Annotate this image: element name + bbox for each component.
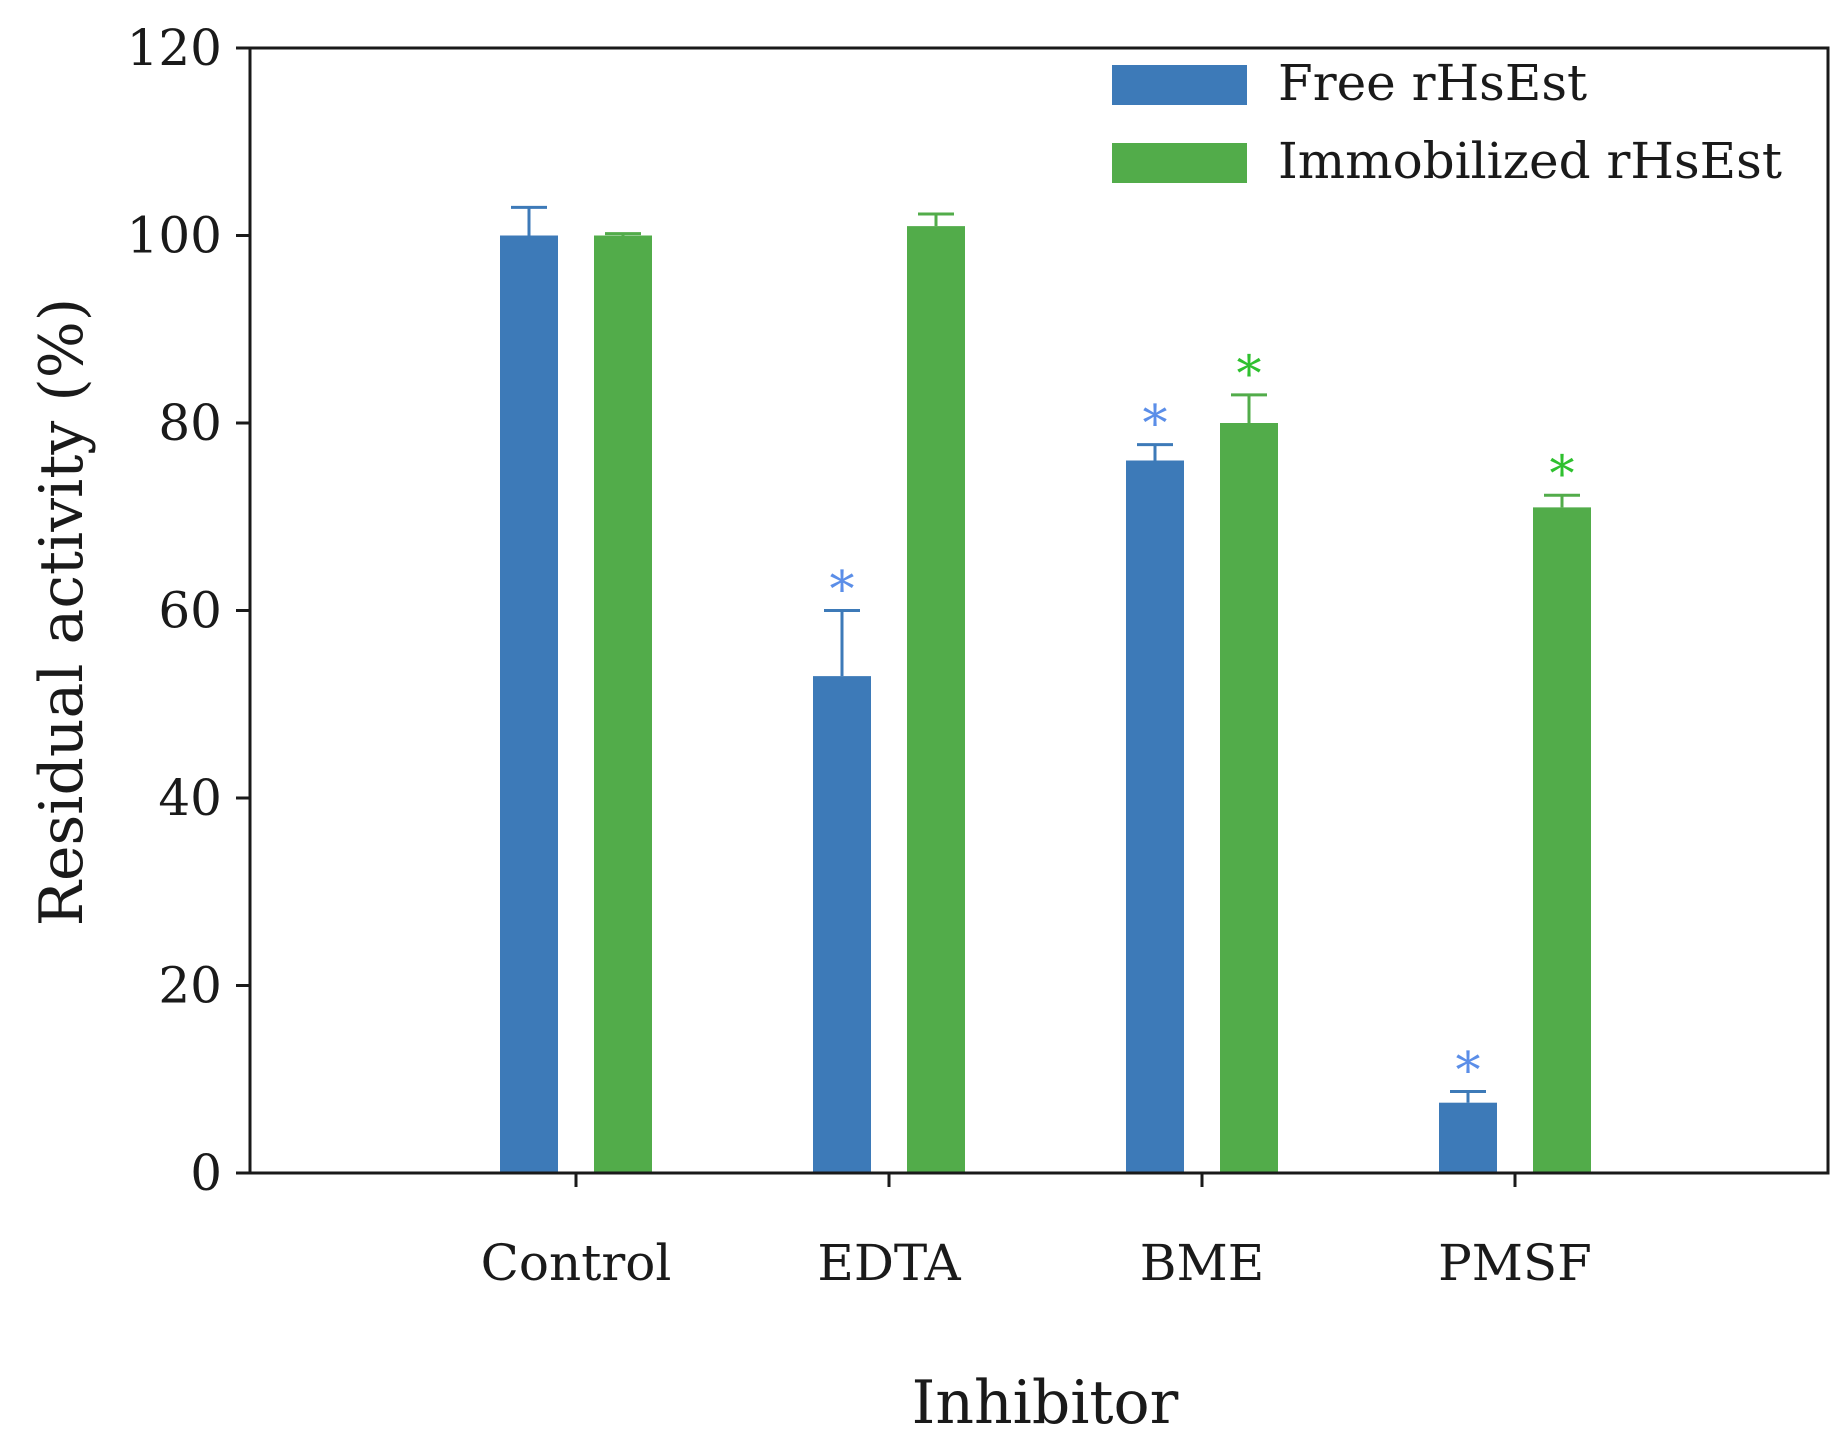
bar-immobilized-pmsf — [1533, 507, 1591, 1173]
bar-immobilized-edta — [907, 226, 965, 1173]
legend-label: Immobilized rHsEst — [1278, 132, 1782, 190]
bar-free-edta — [813, 676, 871, 1173]
legend-swatch — [1112, 143, 1247, 183]
legend-swatch — [1112, 65, 1247, 105]
bar-free-bme — [1126, 460, 1184, 1173]
bar-immobilized-bme — [1220, 423, 1278, 1173]
x-tick-label: Control — [481, 1234, 672, 1292]
bar-immobilized-control — [594, 235, 652, 1173]
significance-marker: * — [1456, 1041, 1481, 1099]
x-tick-label: EDTA — [817, 1234, 961, 1292]
y-axis: 0 20 40 60 80 100 120 — [127, 19, 250, 1202]
chart-marks: * * * * * — [500, 205, 1591, 1173]
significance-marker: * — [1237, 345, 1262, 403]
y-tick-label: 80 — [158, 394, 222, 452]
significance-marker: * — [1143, 395, 1168, 453]
y-tick-label: 60 — [158, 582, 222, 640]
x-axis: Control EDTA BME PMSF — [481, 1173, 1592, 1292]
bar-free-pmsf — [1439, 1102, 1497, 1173]
y-tick-label: 100 — [127, 207, 222, 265]
legend: Free rHsEst Immobilized rHsEst — [1112, 54, 1782, 190]
plot-border — [248, 46, 1830, 1175]
y-tick-label: 40 — [158, 769, 222, 827]
y-tick-label: 20 — [158, 957, 222, 1015]
significance-marker: * — [1550, 445, 1575, 503]
bar-free-control — [500, 235, 558, 1173]
y-tick-label: 0 — [190, 1144, 222, 1202]
x-tick-label: PMSF — [1438, 1234, 1592, 1292]
significance-marker: * — [830, 561, 855, 619]
legend-label: Free rHsEst — [1278, 54, 1587, 112]
y-axis-title: Residual activity (%) — [27, 298, 97, 926]
y-tick-label: 120 — [127, 19, 222, 77]
x-tick-label: BME — [1140, 1234, 1264, 1292]
x-axis-title: Inhibitor — [912, 1368, 1179, 1438]
plot-frame — [248, 46, 1830, 1175]
